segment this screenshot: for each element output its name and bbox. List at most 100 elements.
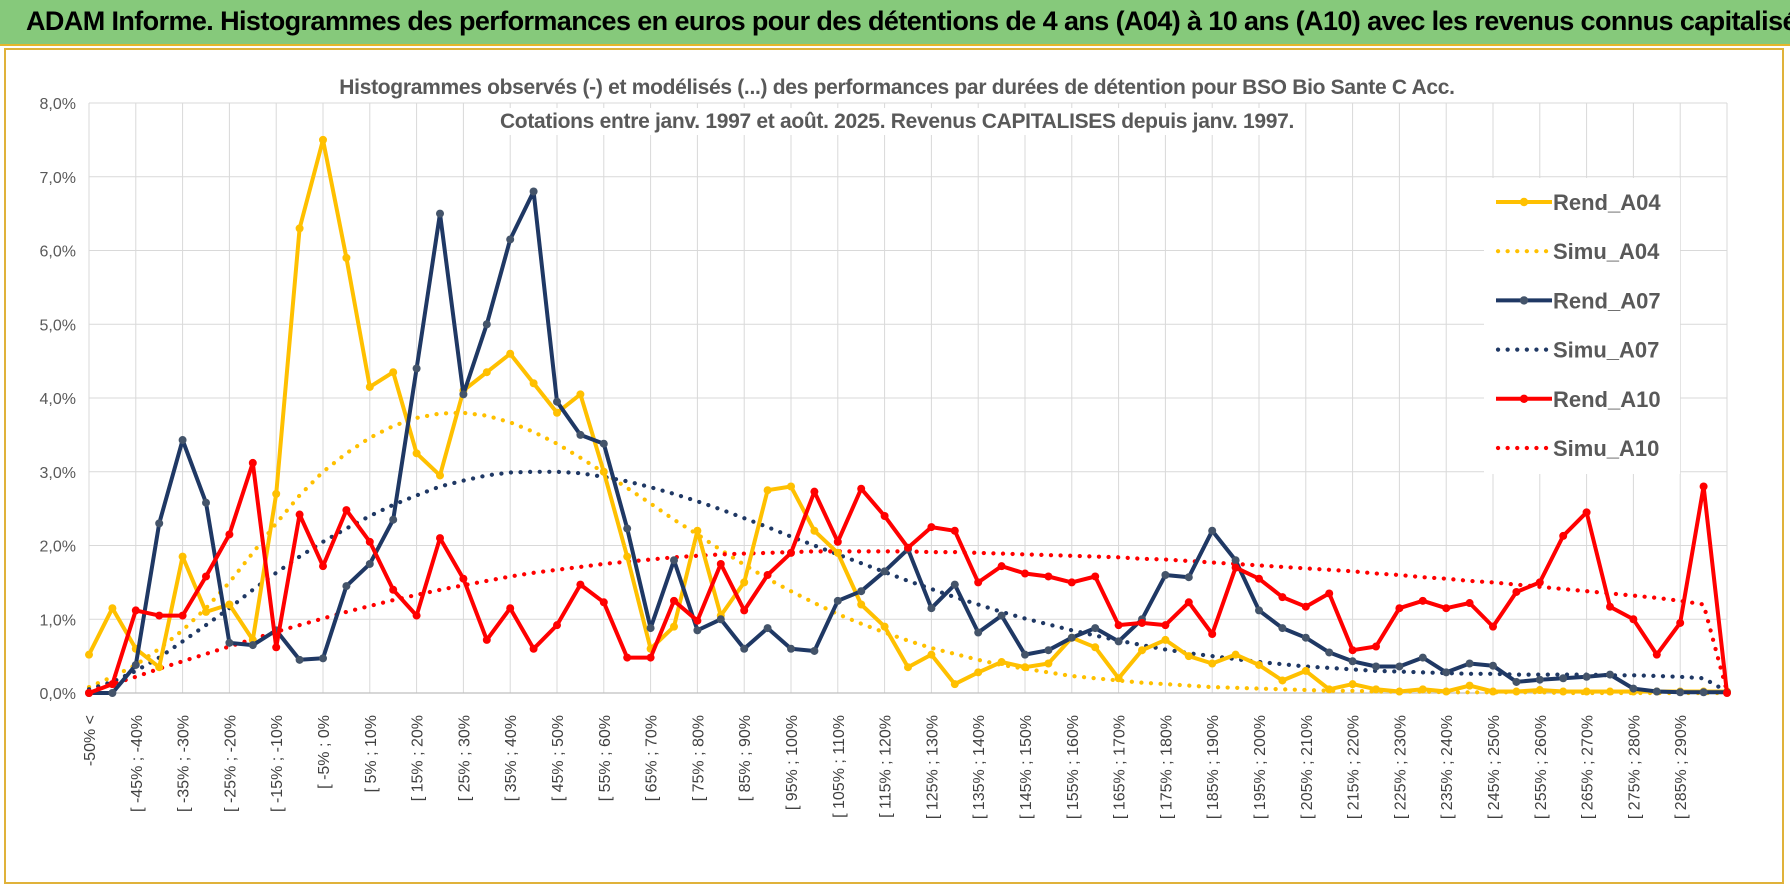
data-point-rend-a04 (553, 408, 561, 417)
data-point-rend-a07 (1301, 633, 1310, 642)
data-point-rend-a07 (412, 364, 421, 373)
data-point-rend-a04 (1465, 681, 1474, 690)
data-point-rend-a07 (1255, 606, 1263, 615)
data-point-rend-a07 (787, 644, 795, 653)
data-point-rend-a10 (365, 537, 374, 546)
data-point-rend-a07 (1044, 646, 1053, 655)
chart-frame (4, 48, 1784, 884)
data-point-rend-a10 (1582, 508, 1591, 517)
data-point-rend-a10 (131, 606, 140, 615)
data-point-rend-a04 (927, 650, 936, 659)
data-point-rend-a10 (880, 512, 889, 520)
data-point-rend-a07 (1208, 526, 1217, 535)
data-point-rend-a04 (272, 489, 281, 498)
data-point-rend-a10 (506, 604, 515, 613)
data-point-rend-a10 (576, 580, 585, 589)
data-point-rend-a10 (553, 621, 561, 630)
data-point-rend-a07 (670, 556, 678, 565)
data-point-rend-a04 (1395, 687, 1404, 696)
x-tick-label: [ 15% ; 20% (410, 715, 427, 801)
data-point-rend-a10 (272, 643, 281, 652)
chart-title-background (333, 74, 1461, 101)
series-line-rend-a07 (89, 189, 1727, 695)
data-point-rend-a07 (1395, 662, 1404, 671)
x-axis-ticks: -50% < [ -45% ; -40% [ -35% ; -30% [ -25% ;… (82, 715, 1690, 819)
data-point-rend-a10 (319, 562, 327, 571)
data-point-rend-a07 (1278, 624, 1287, 633)
data-point-rend-a04 (1372, 685, 1380, 694)
data-point-rend-a04 (576, 390, 585, 399)
data-point-rend-a07 (1418, 653, 1427, 662)
data-point-rend-a04 (389, 368, 398, 377)
data-point-rend-a07 (763, 624, 772, 633)
data-point-rend-a04 (108, 604, 117, 613)
data-point-rend-a07 (202, 498, 210, 507)
data-point-rend-a04 (1044, 659, 1053, 668)
data-point-rend-a04 (787, 482, 795, 491)
data-point-rend-a07 (646, 624, 655, 633)
x-tick-label: [ 275% ; 280% (1626, 715, 1643, 819)
data-point-rend-a10 (646, 653, 655, 662)
data-point-rend-a07 (1184, 573, 1193, 582)
data-point-rend-a10 (342, 506, 351, 515)
data-point-rend-a07 (108, 689, 117, 697)
data-point-rend-a07 (436, 209, 444, 218)
data-point-rend-a10 (670, 596, 678, 605)
data-point-rend-a07 (389, 515, 398, 524)
data-point-rend-a10 (1044, 572, 1053, 581)
x-tick-label: [ 95% ; 100% (784, 715, 801, 810)
data-point-rend-a04 (1255, 660, 1263, 669)
data-point-rend-a07 (1489, 661, 1497, 670)
data-point-rend-a04 (857, 600, 866, 609)
data-point-rend-a04 (833, 548, 842, 557)
data-point-rend-a10 (1067, 578, 1076, 587)
data-point-rend-a04 (623, 552, 632, 561)
data-point-rend-a04 (155, 663, 164, 672)
data-point-rend-a07 (506, 235, 515, 244)
data-point-rend-a07 (1348, 657, 1357, 666)
data-point-rend-a07 (1372, 662, 1380, 671)
chart-series (85, 135, 1731, 697)
data-point-rend-a07 (1465, 659, 1474, 668)
data-point-rend-a04 (295, 224, 304, 233)
data-point-rend-a07 (225, 638, 234, 647)
data-point-rend-a10 (1231, 563, 1240, 572)
data-point-rend-a10 (833, 537, 842, 546)
data-point-rend-a07 (1606, 670, 1614, 679)
data-point-rend-a10 (412, 611, 421, 620)
x-tick-label: [ -35% ; -30% (176, 715, 193, 812)
y-tick-label: 1,0% (40, 612, 76, 629)
series-line-rend-a04 (87, 137, 1727, 694)
chart-subtitle: Cotations entre janv. 1997 et août. 2025… (500, 110, 1294, 133)
data-point-rend-a07 (810, 646, 819, 655)
data-point-rend-a07 (365, 559, 374, 568)
data-point-rend-a04 (1231, 650, 1240, 659)
data-point-rend-a10 (1161, 621, 1170, 630)
y-tick-label: 7,0% (40, 170, 76, 187)
x-tick-label: [ 35% ; 40% (503, 715, 520, 801)
data-point-rend-a07 (950, 580, 959, 589)
data-point-rend-a07 (927, 604, 936, 613)
x-tick-label: [ 65% ; 70% (644, 715, 661, 801)
data-point-rend-a07 (1442, 668, 1451, 677)
data-point-rend-a10 (1372, 642, 1380, 651)
x-tick-label: [ 255% ; 260% (1533, 715, 1550, 819)
data-point-rend-a07 (131, 660, 140, 669)
data-point-rend-a10 (693, 616, 702, 625)
data-point-rend-a10 (927, 523, 936, 532)
data-point-rend-a04 (482, 368, 491, 377)
data-point-rend-a10 (1255, 574, 1263, 583)
data-point-rend-a10 (155, 611, 164, 620)
x-tick-label: [ -15% ; -10% (269, 715, 286, 812)
data-point-rend-a04 (85, 650, 93, 659)
x-tick-label: [ 85% ; 90% (737, 715, 754, 801)
x-tick-label: [ 165% ; 170% (1112, 715, 1129, 819)
y-tick-label: 4,0% (40, 391, 76, 408)
data-point-rend-a04 (1606, 687, 1614, 696)
data-point-rend-a10 (1348, 646, 1357, 655)
data-point-rend-a04 (225, 600, 234, 609)
data-point-rend-a10 (1021, 569, 1029, 578)
data-point-rend-a10 (529, 644, 538, 653)
data-point-rend-a10 (787, 548, 795, 557)
data-point-rend-a04 (412, 449, 421, 458)
